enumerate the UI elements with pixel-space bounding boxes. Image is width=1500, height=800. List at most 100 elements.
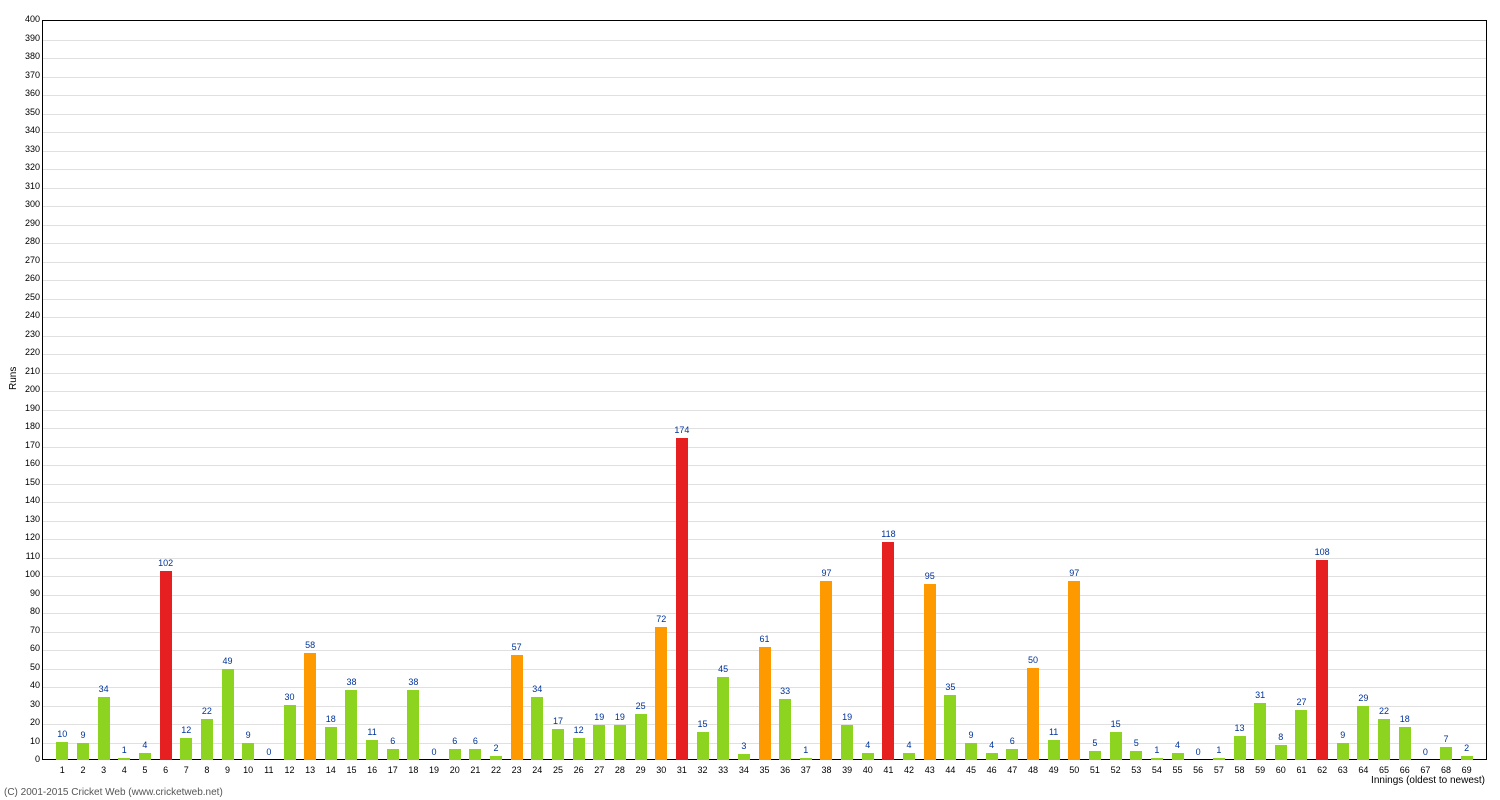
x-tick-label: 9 (218, 765, 238, 775)
y-tick-label: 90 (10, 589, 40, 598)
x-tick-label: 6 (156, 765, 176, 775)
bar-value-label: 5 (1092, 738, 1097, 748)
x-tick-label: 44 (940, 765, 960, 775)
gridline (43, 595, 1486, 596)
bar (1295, 710, 1307, 760)
x-tick-label: 27 (589, 765, 609, 775)
bar-value-label: 27 (1296, 697, 1306, 707)
bar (655, 627, 667, 760)
x-tick-label: 57 (1209, 765, 1229, 775)
bar-value-label: 0 (1196, 747, 1201, 757)
bar-value-label: 97 (1069, 568, 1079, 578)
y-tick-label: 250 (10, 293, 40, 302)
bar (1357, 706, 1369, 760)
bar (552, 729, 564, 760)
gridline (43, 40, 1486, 41)
bar-value-label: 9 (969, 730, 974, 740)
y-tick-label: 50 (10, 663, 40, 672)
bar-value-label: 15 (1111, 719, 1121, 729)
gridline (43, 410, 1486, 411)
bar (1378, 719, 1390, 760)
y-tick-label: 190 (10, 404, 40, 413)
bar-value-label: 6 (390, 736, 395, 746)
x-tick-label: 56 (1188, 765, 1208, 775)
gridline (43, 243, 1486, 244)
bar (1234, 736, 1246, 760)
y-tick-label: 140 (10, 496, 40, 505)
bar-value-label: 174 (674, 425, 689, 435)
x-tick-label: 26 (569, 765, 589, 775)
y-tick-label: 160 (10, 459, 40, 468)
bar (407, 690, 419, 760)
bar (1461, 756, 1473, 760)
x-axis-label: Innings (oldest to newest) (1371, 775, 1485, 786)
gridline (43, 613, 1486, 614)
x-tick-label: 37 (796, 765, 816, 775)
bar-value-label: 17 (553, 716, 563, 726)
x-tick-label: 39 (837, 765, 857, 775)
bar-value-label: 0 (432, 747, 437, 757)
x-tick-label: 31 (672, 765, 692, 775)
bar-value-label: 95 (925, 571, 935, 581)
y-tick-label: 210 (10, 367, 40, 376)
x-tick-label: 3 (94, 765, 114, 775)
x-tick-label: 19 (424, 765, 444, 775)
bar-value-label: 1 (1216, 745, 1221, 755)
copyright-text: (C) 2001-2015 Cricket Web (www.cricketwe… (4, 787, 223, 798)
bar (573, 738, 585, 760)
bar-value-label: 9 (246, 730, 251, 740)
bar-value-label: 2 (1464, 743, 1469, 753)
x-tick-label: 17 (383, 765, 403, 775)
x-tick-label: 69 (1457, 765, 1477, 775)
bar (1089, 751, 1101, 760)
y-tick-label: 220 (10, 348, 40, 357)
bar-value-label: 49 (223, 656, 233, 666)
y-tick-label: 370 (10, 71, 40, 80)
x-tick-label: 25 (548, 765, 568, 775)
bar (1172, 753, 1184, 760)
y-tick-label: 330 (10, 145, 40, 154)
bar-value-label: 4 (142, 740, 147, 750)
x-tick-label: 45 (961, 765, 981, 775)
gridline (43, 77, 1486, 78)
x-tick-label: 46 (982, 765, 1002, 775)
x-tick-label: 61 (1291, 765, 1311, 775)
x-tick-label: 55 (1168, 765, 1188, 775)
x-tick-label: 36 (775, 765, 795, 775)
x-tick-label: 11 (259, 765, 279, 775)
gridline (43, 299, 1486, 300)
bar (882, 542, 894, 760)
x-tick-label: 23 (507, 765, 527, 775)
x-tick-label: 21 (465, 765, 485, 775)
bar-value-label: 22 (202, 706, 212, 716)
x-tick-label: 10 (238, 765, 258, 775)
bar (139, 753, 151, 760)
bar-value-label: 19 (842, 712, 852, 722)
y-tick-label: 290 (10, 219, 40, 228)
bar-value-label: 34 (99, 684, 109, 694)
x-tick-label: 63 (1333, 765, 1353, 775)
bar (469, 749, 481, 760)
bar (1254, 703, 1266, 760)
bar (676, 438, 688, 760)
bar (222, 669, 234, 760)
bar (986, 753, 998, 760)
x-tick-label: 53 (1126, 765, 1146, 775)
bar-value-label: 19 (615, 712, 625, 722)
y-tick-label: 390 (10, 34, 40, 43)
x-tick-label: 38 (816, 765, 836, 775)
y-tick-label: 70 (10, 626, 40, 635)
bar-value-label: 45 (718, 664, 728, 674)
bar (779, 699, 791, 760)
x-tick-label: 4 (114, 765, 134, 775)
bar-value-label: 10 (57, 729, 67, 739)
bar (800, 758, 812, 760)
bar-value-label: 4 (989, 740, 994, 750)
x-tick-label: 47 (1002, 765, 1022, 775)
x-tick-label: 14 (321, 765, 341, 775)
x-tick-label: 18 (403, 765, 423, 775)
bar (511, 655, 523, 760)
gridline (43, 447, 1486, 448)
y-tick-label: 350 (10, 108, 40, 117)
bar (841, 725, 853, 760)
